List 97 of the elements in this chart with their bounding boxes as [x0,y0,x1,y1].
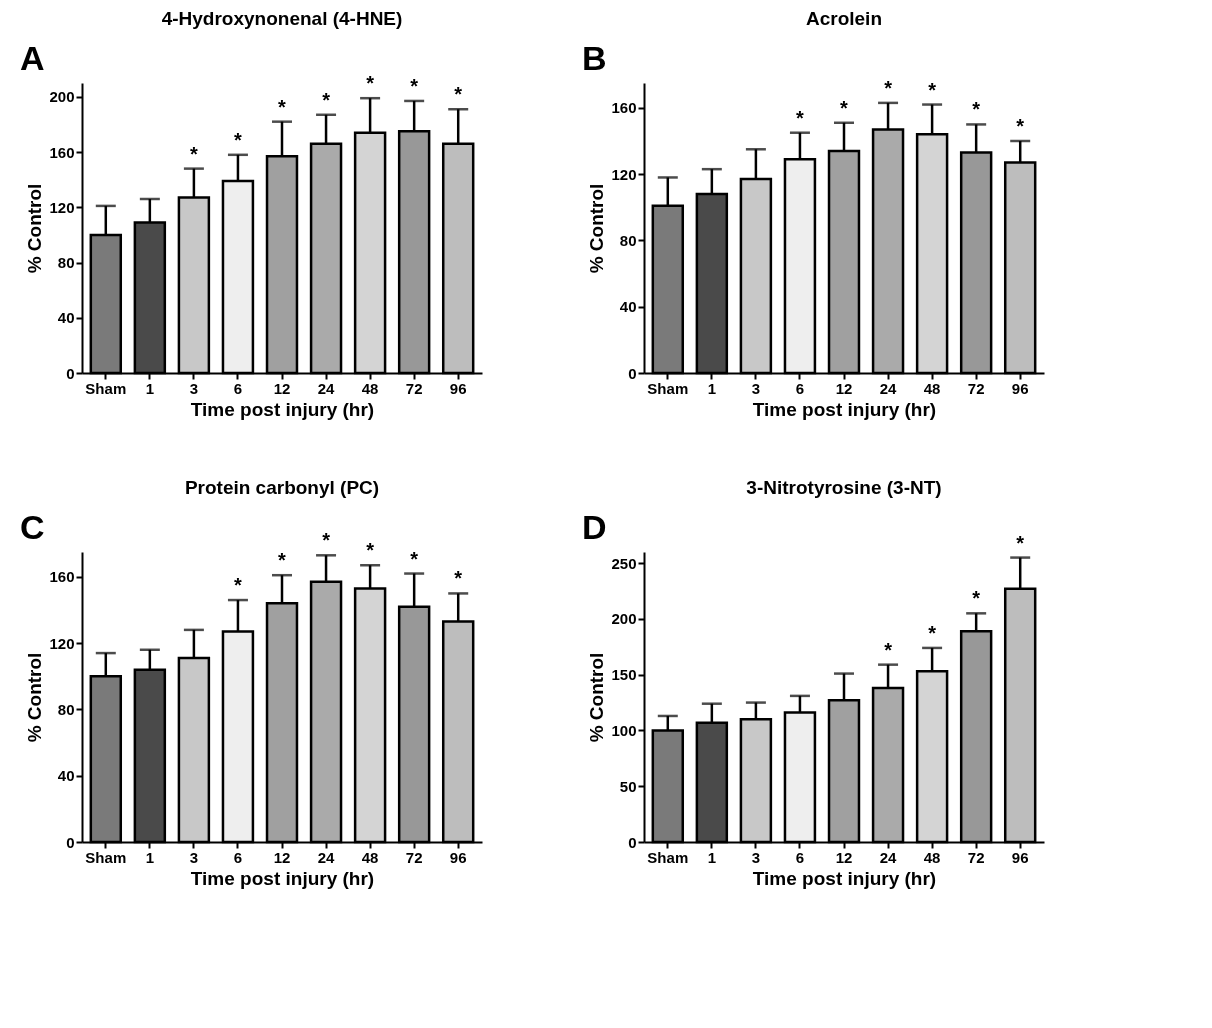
y-tick-label: 80 [57,700,75,718]
x-tick-label: 48 [361,379,379,397]
x-tick-label: Sham [85,848,127,866]
y-axis-title: % Control [24,183,46,274]
x-axis-title: Time post injury (hr) [752,398,937,420]
annotation: * [278,95,287,118]
x-axis-title: Time post injury (hr) [190,867,375,889]
annotation: * [1016,531,1025,554]
chart-title: Acrolein [805,8,883,29]
y-tick-label: 100 [611,721,637,739]
x-tick-label: 48 [923,848,941,866]
x-tick-label: 24 [879,379,898,397]
annotation: * [322,529,331,552]
text: C [20,508,45,546]
x-tick-label: 6 [233,848,243,866]
y-tick-label: 0 [628,833,637,851]
y-tick-label: 80 [619,231,637,249]
annotation: * [1016,115,1025,137]
annotation: * [796,106,805,129]
x-tick-label: 3 [751,848,761,866]
x-tick-label: 72 [405,379,423,397]
y-tick-label: 120 [49,634,75,652]
y-tick-label: 150 [611,666,637,684]
x-tick-label: 48 [361,848,379,866]
x-tick-label: 1 [707,848,717,866]
x-tick-label: 1 [707,379,717,397]
annotation: * [322,88,331,111]
x-tick-label: 6 [795,848,805,866]
x-tick-label: 96 [449,379,467,397]
x-tick-label: 72 [405,848,423,866]
annotation: * [410,74,419,97]
y-tick-label: 0 [66,364,75,382]
annotation: * [366,539,375,562]
annotation: * [884,76,893,99]
y-tick-label: 40 [57,767,75,785]
x-tick-label: 72 [967,848,985,866]
y-tick-label: 160 [49,143,75,161]
x-tick-label: 1 [145,848,155,866]
annotation: * [972,587,981,610]
x-tick-label: 12 [273,379,291,397]
y-tick-label: 0 [628,364,637,382]
x-tick-label: 72 [967,379,985,397]
annotation: * [190,142,198,165]
x-tick-label: Sham [647,848,689,866]
x-tick-label: 96 [1011,379,1029,397]
y-tick-label: 40 [57,309,75,327]
annotation: * [884,638,893,661]
y-tick-label: 120 [611,165,637,183]
text: D [582,508,607,546]
y-tick-label: 250 [611,554,637,572]
annotation: * [234,574,243,597]
y-tick-label: 50 [619,777,637,795]
annotation: * [366,72,375,95]
chart-title: 3-Nitrotyrosine (3-NT) [746,477,942,498]
y-axis-title: % Control [586,183,608,274]
annotation: * [454,83,463,106]
x-tick-label: Sham [85,379,127,397]
text: A [20,39,45,77]
x-tick-label: 6 [233,379,243,397]
chart-title: Protein carbonyl (PC) [184,477,380,498]
y-tick-label: 200 [49,88,75,106]
y-tick-label: 160 [611,99,637,117]
annotation: * [928,78,937,101]
x-tick-label: 24 [879,848,898,866]
y-axis-title: % Control [586,652,608,743]
text: B [582,39,607,77]
annotation: * [278,549,287,572]
x-tick-label: 48 [923,379,941,397]
x-tick-label: 24 [317,848,336,866]
x-tick-label: 3 [189,848,199,866]
x-tick-label: 12 [835,379,853,397]
annotation: * [410,547,419,570]
annotation: * [972,98,981,121]
y-axis-title: % Control [24,652,46,743]
x-tick-label: 1 [145,379,155,397]
annotation: * [234,128,243,151]
y-tick-label: 40 [619,298,637,316]
x-tick-label: 96 [1011,848,1029,866]
annotation: * [840,96,849,119]
x-tick-label: 96 [449,848,467,866]
annotation: * [454,567,463,590]
chart-title: 4-Hydroxynonenal (4-HNE) [161,8,403,29]
x-tick-label: Sham [647,379,689,397]
y-tick-label: 0 [66,833,75,851]
x-tick-label: 12 [273,848,291,866]
x-axis-title: Time post injury (hr) [190,398,375,420]
y-tick-label: 200 [611,610,637,628]
x-tick-label: 3 [751,379,761,397]
x-tick-label: 6 [795,379,805,397]
y-tick-label: 120 [49,198,75,216]
x-axis-title: Time post injury (hr) [752,867,937,889]
y-tick-label: 160 [49,568,75,586]
y-tick-label: 80 [57,254,75,272]
x-tick-label: 3 [189,379,199,397]
x-tick-label: 12 [835,848,853,866]
annotation: * [928,621,937,644]
x-tick-label: 24 [317,379,336,397]
